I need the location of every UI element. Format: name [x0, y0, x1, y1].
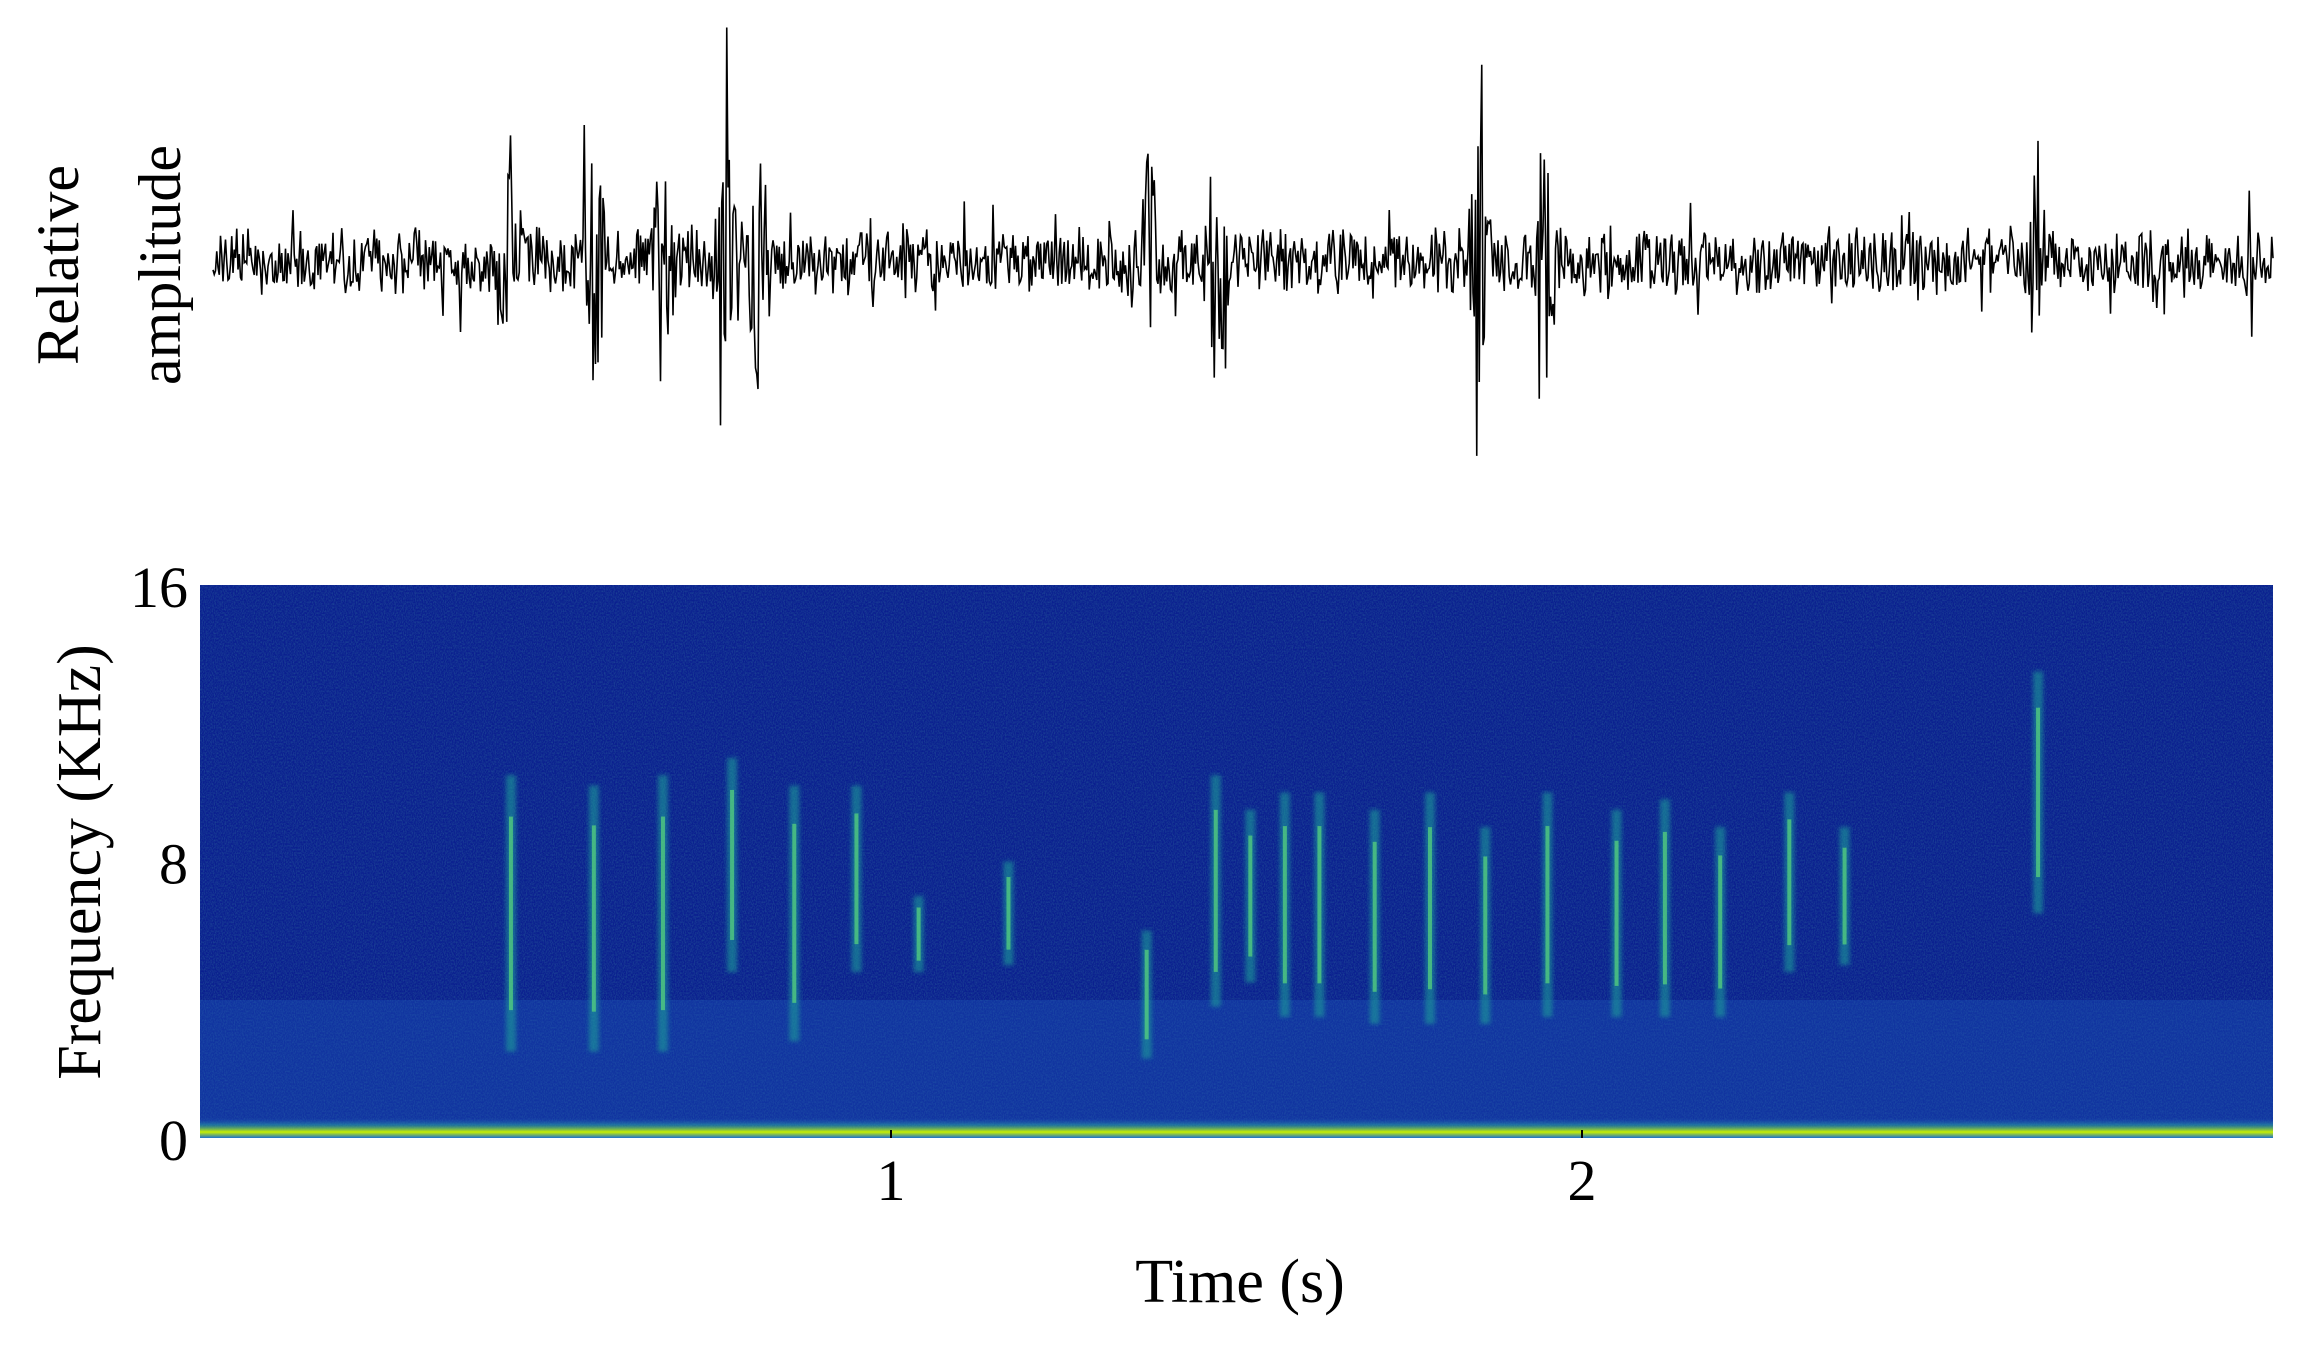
call-mark-8 [1006, 877, 1011, 950]
call-mark-6 [854, 813, 859, 945]
y-tick-label-16: 16 [130, 555, 188, 620]
call-mark-21 [1787, 819, 1792, 946]
call-mark-17 [1545, 826, 1550, 984]
call-mark-1 [508, 816, 513, 1011]
y-tick-label-8: 8 [159, 832, 188, 897]
spectrogram-low-band [200, 1118, 2273, 1138]
call-mark-7 [916, 907, 921, 961]
call-mark-2 [591, 825, 596, 1012]
call-mark-3 [660, 816, 665, 1011]
call-mark-4 [730, 789, 735, 940]
call-mark-23 [2036, 707, 2041, 878]
waveform-panel: Relative amplitude [25, 27, 2274, 456]
spectrogram-calls [505, 671, 2044, 1059]
call-mark-22 [1842, 847, 1847, 945]
spectrogram-noise-overlay [200, 585, 2273, 1138]
call-mark-16 [1483, 856, 1488, 995]
spectrogram-low-haze [200, 1000, 2273, 1125]
y-axis-label: Frequency (KHz) [46, 644, 114, 1080]
x-tick-label-2: 2 [1568, 1148, 1597, 1213]
waveform-y-axis-label: Relative amplitude [25, 145, 193, 385]
y-tick-label-0: 0 [159, 1108, 188, 1173]
waveform-y-label-line-2: amplitude [127, 145, 193, 385]
call-mark-14 [1372, 841, 1377, 992]
call-mark-18 [1614, 840, 1619, 986]
call-mark-12 [1282, 826, 1287, 984]
call-mark-20 [1718, 855, 1723, 989]
waveform-trace [212, 27, 2274, 456]
x-tick-label-1: 1 [877, 1148, 906, 1213]
call-mark-13 [1317, 826, 1322, 984]
call-mark-9 [1144, 949, 1149, 1040]
spectrogram-panel: 1 2 0 8 16 Time (s) Frequency (KHz) [46, 555, 2273, 1316]
call-mark-10 [1213, 809, 1218, 972]
waveform-y-label-line-1: Relative [25, 165, 91, 365]
spectrogram-axes: 1 2 0 8 16 [130, 555, 1597, 1213]
call-mark-5 [792, 823, 797, 1003]
x-axis-label: Time (s) [1135, 1248, 1345, 1316]
call-mark-11 [1248, 835, 1253, 957]
call-mark-15 [1427, 827, 1432, 990]
call-mark-19 [1662, 831, 1667, 985]
